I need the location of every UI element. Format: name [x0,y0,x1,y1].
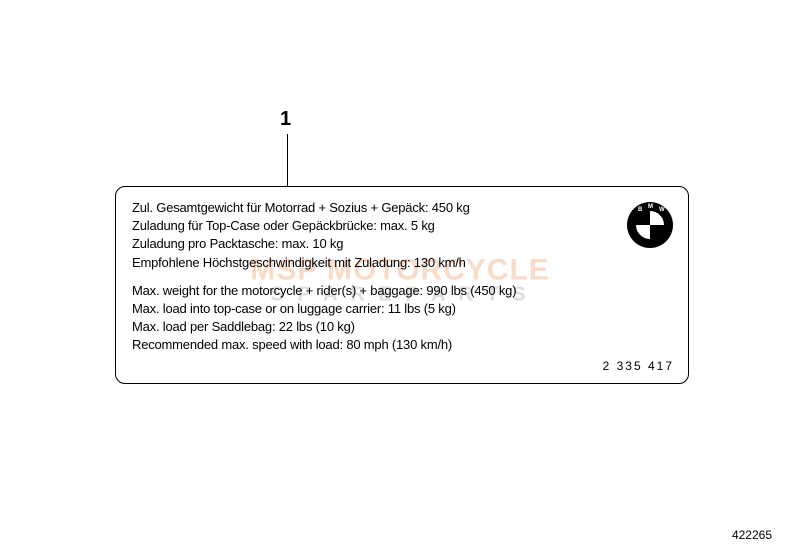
label-line-de-3: Zuladung pro Packtasche: max. 10 kg [132,235,672,253]
drawing-id: 422265 [732,528,772,542]
label-line-en-3: Max. load per Saddlebag: 22 lbs (10 kg) [132,318,672,336]
callout-leader-line [287,134,288,186]
label-line-en-2: Max. load into top-case or on luggage ca… [132,300,672,318]
part-number: 2 335 417 [603,358,674,375]
label-line-de-1: Zul. Gesamtgewicht für Motorrad + Sozius… [132,199,672,217]
diagram-canvas: 1 MSP MOTORCYCLE S P A R E P A R T S Zul… [0,0,800,560]
notice-label-plate: Zul. Gesamtgewicht für Motorrad + Sozius… [115,186,689,384]
svg-text:W: W [659,207,665,213]
svg-text:M: M [648,204,653,210]
label-line-de-4: Empfohlene Höchstgeschwindigkeit mit Zul… [132,254,672,272]
callout-number: 1 [280,108,291,131]
label-line-en-1: Max. weight for the motorcycle + rider(s… [132,282,672,300]
bmw-logo-icon: B M W [626,201,674,254]
label-line-de-2: Zuladung für Top-Case oder Gepäckbrücke:… [132,217,672,235]
label-line-en-4: Recommended max. speed with load: 80 mph… [132,336,672,354]
